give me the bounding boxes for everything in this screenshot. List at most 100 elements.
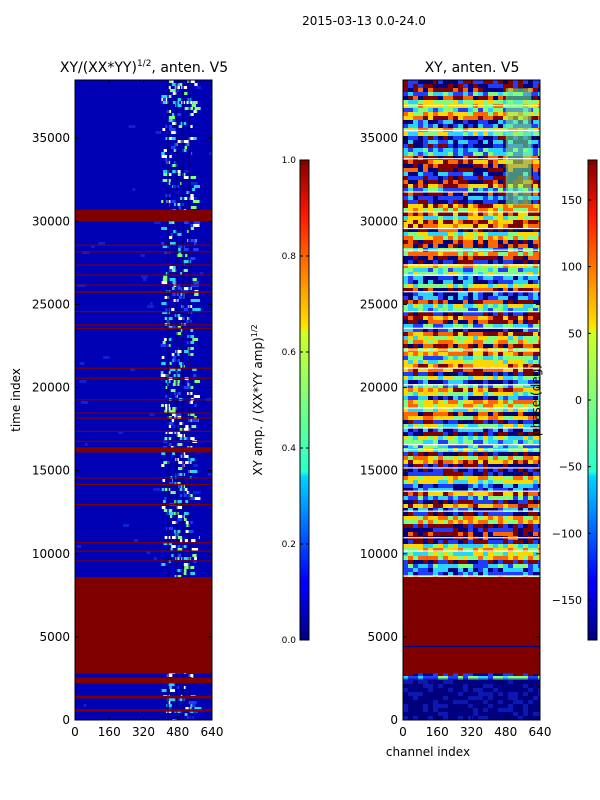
phase-cell: [533, 228, 538, 232]
noise-cell: [193, 464, 199, 467]
phase-cell: [413, 292, 418, 296]
phase-cell: [528, 564, 533, 568]
phase-cell: [528, 320, 533, 324]
phase-cell: [443, 116, 448, 120]
phase-cell: [513, 480, 518, 484]
phase-cell: [403, 344, 408, 348]
phase-cell: [518, 296, 523, 300]
noise-cell: [122, 524, 130, 527]
horizontal-line: [75, 327, 212, 329]
phase-cell: [453, 368, 458, 372]
phase-cell: [468, 400, 473, 404]
phase-cell: [488, 460, 493, 464]
phase-cell: [438, 92, 443, 96]
phase-cell: [443, 92, 448, 96]
phase-cell: [428, 424, 433, 428]
phase-cell: [488, 388, 493, 392]
activity-cell: [168, 152, 173, 155]
phase-cell: [458, 408, 463, 412]
phase-cell: [458, 228, 463, 232]
phase-cell: [478, 324, 483, 328]
phase-cell: [448, 148, 453, 152]
phase-cell: [403, 408, 408, 412]
phase-cell: [523, 452, 528, 456]
phase-cell: [503, 424, 508, 428]
phase-cell: [418, 436, 423, 440]
phase-cell: [428, 160, 433, 164]
phase-cell: [423, 568, 428, 572]
activity-cell: [163, 551, 169, 554]
phase-cell: [538, 268, 540, 272]
phase-cell: [468, 476, 473, 480]
phase-cell: [463, 472, 468, 476]
phase-cell: [433, 120, 438, 124]
phase-cell: [403, 320, 408, 324]
phase-cell: [508, 436, 513, 440]
phase-cell: [533, 148, 538, 152]
phase-cell: [423, 84, 428, 88]
phase-cell: [513, 316, 518, 320]
phase-cell: [418, 188, 423, 192]
phase-cell: [433, 268, 438, 272]
phase-cell: [478, 540, 483, 544]
phase-cell: [428, 340, 433, 344]
phase-cell: [468, 516, 473, 520]
activity-cell: [188, 233, 194, 236]
activity-cell: [161, 269, 167, 272]
phase-cell: [533, 456, 538, 460]
phase-cell: [493, 136, 498, 140]
phase-cell: [428, 432, 433, 436]
phase-cell: [448, 492, 453, 496]
phase-cell: [503, 308, 508, 312]
phase-cell: [413, 496, 418, 500]
phase-cell: [523, 516, 528, 520]
activity-cell: [191, 470, 198, 473]
phase-cell: [473, 352, 478, 356]
phase-cell: [418, 364, 423, 368]
phase-cell: [403, 192, 408, 196]
activity-cell: [161, 95, 167, 98]
phase-cell: [523, 312, 528, 316]
phase-cell: [408, 488, 413, 492]
phase-cell: [463, 172, 468, 176]
phase-cell: [478, 380, 483, 384]
activity-cell: [182, 263, 186, 266]
phase-cell: [413, 504, 418, 508]
phase-cell: [518, 492, 523, 496]
phase-cell: [483, 204, 488, 208]
phase-cell: [478, 340, 483, 344]
phase-cell: [428, 192, 433, 196]
phase-cell: [528, 496, 533, 500]
phase-cell: [498, 272, 503, 276]
phase-cell: [433, 360, 438, 364]
phase-cell: [458, 420, 463, 424]
phase-cell: [508, 300, 513, 304]
phase-cell: [443, 420, 448, 424]
phase-cell: [503, 456, 508, 460]
phase-cell: [478, 436, 483, 440]
phase-cell: [418, 504, 423, 508]
activity-cell: [180, 539, 183, 542]
phase-cell: [498, 196, 503, 200]
phase-cell: [523, 80, 528, 84]
phase-cell: [468, 392, 473, 396]
phase-cell: [418, 192, 423, 196]
phase-cell: [478, 108, 483, 112]
phase-cell: [418, 340, 423, 344]
phase-cell: [508, 264, 513, 268]
phase-cell: [453, 88, 458, 92]
phase-cell: [408, 484, 413, 488]
phase-cell: [483, 192, 488, 196]
phase-cell: [463, 500, 468, 504]
phase-cell: [408, 472, 413, 476]
phase-cell: [513, 516, 518, 520]
phase-cell: [498, 240, 503, 244]
phase-cell: [483, 404, 488, 408]
phase-cell: [528, 260, 533, 264]
phase-cell: [428, 152, 433, 156]
phase-cell: [418, 184, 423, 188]
phase-cell: [488, 328, 493, 332]
phase-cell: [503, 404, 508, 408]
phase-cell: [468, 272, 473, 276]
activity-cell: [173, 239, 178, 242]
